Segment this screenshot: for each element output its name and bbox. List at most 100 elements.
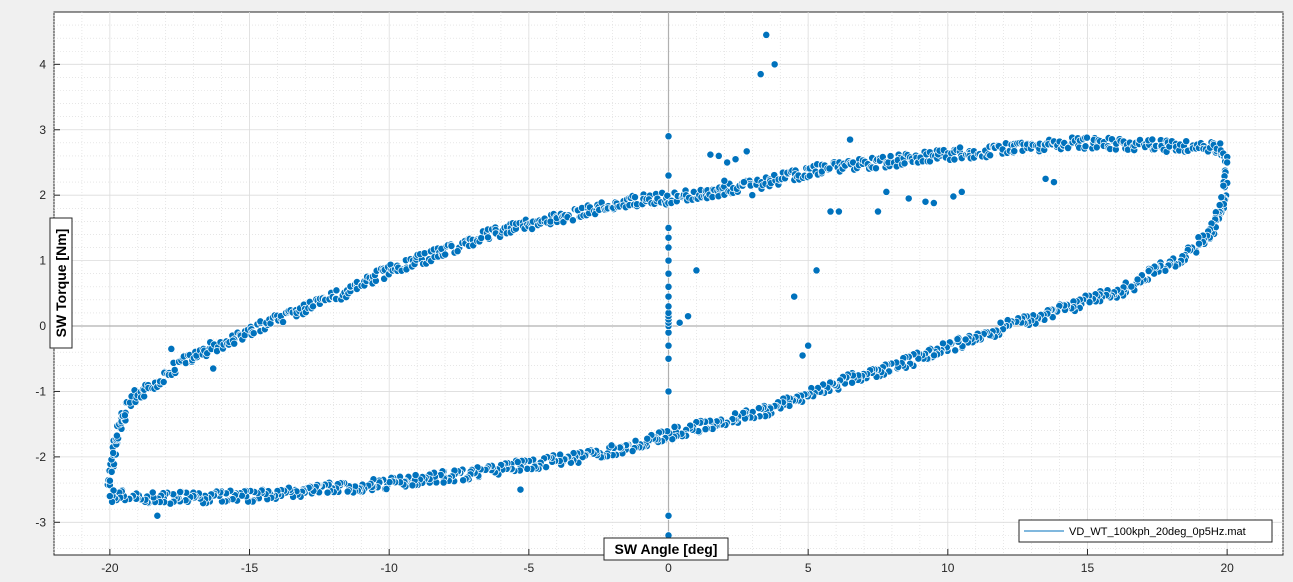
zero-column-point — [664, 223, 673, 232]
outlier-point — [153, 511, 162, 520]
zero-column-point — [664, 243, 673, 252]
legend-entry: VD_WT_100kph_20deg_0p5Hz.mat — [1069, 526, 1246, 538]
y-tick-label: 1 — [39, 254, 46, 268]
lower-branch-point — [1127, 282, 1136, 291]
outlier-point — [675, 318, 684, 327]
lower-branch-point — [513, 458, 522, 466]
lower-branch-point — [951, 346, 960, 355]
x-tick-label: -5 — [524, 561, 535, 575]
x-tick-label: 10 — [941, 561, 955, 575]
outlier-point — [874, 207, 882, 216]
zero-column-point — [664, 282, 673, 291]
upper-branch-point — [441, 250, 450, 259]
lower-branch-point — [1048, 313, 1057, 322]
upper-branch-point — [986, 151, 995, 160]
lower-branch-point — [439, 478, 448, 487]
outlier-point — [762, 30, 771, 39]
zero-column-point — [664, 328, 673, 337]
lower-branch-point — [939, 339, 947, 348]
outlier-point — [706, 150, 715, 159]
upper-branch-point — [950, 155, 959, 164]
zero-column-point — [664, 233, 673, 242]
lower-branch-point — [1219, 181, 1228, 190]
lower-branch-point — [961, 335, 970, 344]
x-axis-ticks: -20 -15 -10 -5 0 5 10 15 20 — [101, 549, 1234, 575]
zero-column-point — [664, 511, 673, 520]
lower-branch-point — [1195, 239, 1203, 248]
upper-branch-point — [1081, 142, 1090, 151]
outlier-point — [929, 199, 938, 207]
outlier-point — [209, 364, 218, 373]
data-points — [103, 30, 1232, 540]
zero-column-point — [664, 308, 673, 317]
legend-box — [1018, 519, 1273, 543]
upper-branch-point — [631, 193, 639, 202]
outlier-point — [167, 344, 176, 353]
upper-branch-point — [1148, 135, 1157, 144]
upper-branch-point — [1182, 137, 1191, 146]
legend[interactable]: VD_WT_100kph_20deg_0p5Hz.mat — [1018, 519, 1273, 543]
upper-branch-point — [1223, 158, 1232, 167]
upper-branch-point — [249, 329, 258, 338]
zero-column-point — [664, 302, 673, 311]
y-tick-label: 2 — [39, 188, 46, 202]
outlier-point — [957, 187, 966, 196]
x-tick-label: -10 — [381, 561, 399, 575]
x-tick-label: -20 — [101, 561, 119, 575]
upper-branch-point — [1064, 144, 1072, 153]
lower-branch-point — [1215, 201, 1224, 210]
zero-column-point — [664, 256, 673, 265]
outlier-point — [904, 194, 913, 203]
zero-column-point — [664, 387, 673, 396]
lower-branch-point — [996, 318, 1005, 327]
upper-branch-point — [900, 159, 909, 168]
y-axis-label: SW Torque [Nm] — [53, 229, 69, 338]
outlier-point — [846, 135, 855, 144]
upper-branch-point — [107, 467, 116, 476]
upper-branch-point — [825, 164, 834, 173]
outlier-point — [790, 292, 799, 301]
lower-branch-point — [459, 476, 468, 485]
lower-branch-point — [408, 481, 417, 490]
outlier-point — [804, 341, 813, 350]
outlier-point — [739, 178, 748, 187]
upper-branch-point — [120, 411, 129, 420]
lower-branch-point — [930, 351, 939, 360]
lower-branch-point — [569, 449, 578, 458]
outlier-point — [826, 207, 835, 216]
lower-branch-point — [701, 425, 710, 434]
zero-column-point — [664, 341, 673, 350]
y-tick-label: 3 — [39, 123, 46, 137]
x-axis-label-box: SW Angle [deg] — [603, 537, 729, 561]
minor-grid — [53, 12, 1284, 555]
outlier-point — [1041, 174, 1050, 183]
lower-branch-point — [628, 447, 637, 455]
lower-branch-point — [343, 487, 352, 496]
x-axis-label: SW Angle [deg] — [615, 541, 718, 557]
upper-branch-point — [1083, 133, 1091, 142]
lower-branch-point — [109, 486, 118, 495]
upper-branch-point — [170, 366, 179, 374]
outlier-point — [731, 155, 740, 164]
outlier-point — [812, 266, 821, 275]
upper-branch-point — [109, 448, 118, 457]
lower-branch-point — [105, 492, 114, 501]
outlier-point — [720, 176, 729, 185]
zero-column-point — [664, 171, 673, 180]
upper-branch-point — [447, 242, 456, 250]
y-tick-label: 0 — [39, 319, 46, 333]
x-tick-label: -15 — [241, 561, 259, 575]
outlier-point — [714, 151, 723, 160]
x-tick-label: 15 — [1081, 561, 1095, 575]
y-tick-label: 4 — [39, 57, 46, 71]
x-tick-label: 0 — [665, 561, 672, 575]
lower-branch-point — [953, 335, 962, 344]
upper-branch-point — [230, 339, 239, 348]
upper-branch-point — [477, 233, 486, 242]
outlier-point — [516, 485, 525, 494]
lower-branch-point — [148, 488, 157, 497]
lower-branch-point — [1144, 267, 1153, 275]
outlier-point — [921, 197, 930, 206]
outlier-point — [723, 158, 732, 167]
upper-branch-point — [309, 302, 317, 311]
